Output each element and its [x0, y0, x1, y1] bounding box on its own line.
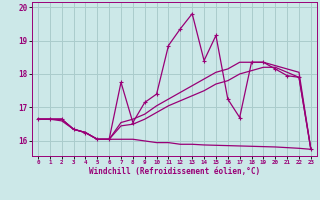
X-axis label: Windchill (Refroidissement éolien,°C): Windchill (Refroidissement éolien,°C) — [89, 167, 260, 176]
